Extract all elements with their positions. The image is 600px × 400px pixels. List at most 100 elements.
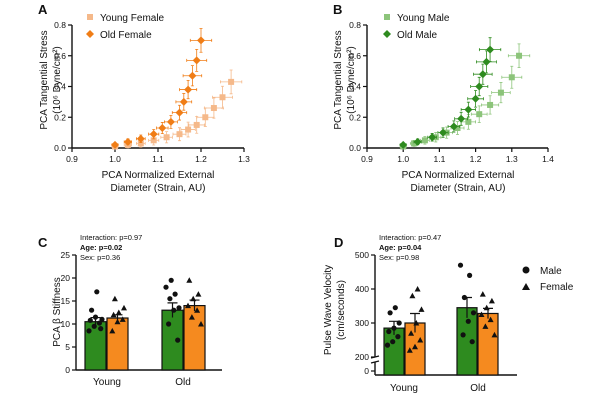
individual-point-female [482, 323, 489, 329]
panel-b-legend: Young Male Old Male [383, 13, 450, 41]
legend-young-male-label: Young Male [397, 13, 450, 24]
data-point-old-female [149, 130, 158, 139]
individual-point-female [188, 314, 195, 320]
panel-a-points [111, 28, 243, 150]
individual-point-male [171, 307, 177, 313]
panel-d-x-label-old: Old [470, 383, 486, 394]
data-point-old-male [478, 70, 487, 79]
c-y-tick-label: 20 [61, 273, 71, 283]
individual-point-male [168, 277, 174, 283]
individual-point-female [488, 297, 495, 304]
panel-a-legend: Young Female Old Female [86, 13, 165, 41]
data-point-old-male [482, 57, 491, 66]
individual-point-male [98, 326, 104, 332]
individual-point-female [111, 295, 118, 302]
data-point-old-female [179, 97, 188, 106]
d-y-tick-label: 500 [355, 250, 369, 260]
data-point-old-male [471, 94, 480, 103]
individual-point-female [186, 277, 193, 283]
individual-point-female [413, 320, 420, 326]
data-point-young-female [219, 94, 226, 101]
individual-point-female [114, 318, 121, 325]
c-y-tick-label: 5 [65, 342, 70, 352]
legend-old-female-label: Old Female [100, 30, 152, 41]
panel-d-bars [383, 262, 499, 376]
panel-b-y-label-2: (10⁶ Dyne/cm²) [346, 46, 357, 113]
individual-point-female [417, 337, 424, 343]
bar-young-female [106, 317, 129, 371]
data-point-young-male [516, 52, 523, 59]
panel-b-points [399, 37, 531, 150]
individual-point-female [119, 316, 126, 322]
data-point-old-male [449, 122, 458, 131]
data-point-young-male [497, 89, 504, 96]
data-point-old-male [428, 133, 437, 142]
individual-point-male [91, 323, 97, 329]
panel-a-y-label-1: PCA Tangential Stress [39, 30, 50, 129]
data-point-old-male [399, 140, 408, 149]
d-y-tick-label: 300 [355, 318, 369, 328]
individual-point-female [478, 311, 485, 317]
panel-d-axis-break-2 [370, 360, 380, 364]
individual-point-male [391, 325, 397, 331]
a-x-tick-label: 1.2 [195, 154, 207, 164]
data-point-young-female [210, 105, 217, 112]
a-y-tick-label: 0.2 [54, 112, 66, 122]
panel-d-stat-interaction: Interaction: p=0.47 [379, 233, 441, 242]
c-y-tick-label: 25 [61, 250, 71, 260]
individual-point-male [163, 284, 169, 290]
bar-old-female [477, 312, 499, 376]
individual-point-male [386, 328, 392, 335]
data-point-old-male [464, 105, 473, 114]
individual-point-female [414, 286, 421, 292]
panel-a-x-label-2: Diameter (Strain, AU) [110, 183, 205, 194]
data-point-old-male [457, 114, 466, 123]
panel-c-y-ticks: 0 5 10 15 20 25 [61, 250, 76, 375]
legend-female-marker [522, 283, 530, 290]
legend-male-marker [522, 266, 530, 274]
individual-point-female [110, 311, 117, 318]
individual-point-male [172, 291, 178, 297]
c-y-tick-label: 10 [61, 319, 71, 329]
legend-old-male-marker [383, 30, 391, 38]
panel-a-x-ticks: 0.9 1.0 1.1 1.2 1.3 [66, 148, 250, 164]
individual-point-female [115, 309, 122, 315]
panel-d-stat-sex: Sex: p=0.98 [379, 253, 419, 262]
data-point-old-female [111, 140, 119, 149]
data-point-young-male [411, 140, 418, 147]
data-point-old-male [413, 137, 422, 146]
individual-point-female [195, 291, 202, 297]
data-point-old-male [486, 45, 495, 54]
data-point-old-female [184, 85, 193, 94]
individual-point-male [86, 328, 92, 334]
c-y-tick-label: 15 [61, 296, 71, 306]
a-y-tick-label: 0.8 [54, 20, 66, 30]
individual-point-male [457, 262, 464, 268]
individual-point-male [396, 320, 402, 326]
individual-point-female [412, 343, 418, 350]
b-x-tick-label: 1.1 [433, 154, 445, 164]
individual-point-male [387, 310, 393, 316]
data-point-young-male [421, 137, 428, 144]
individual-point-male [390, 339, 396, 345]
individual-point-male [392, 305, 398, 311]
individual-point-male [176, 305, 182, 311]
individual-point-male [384, 342, 391, 348]
panel-b-y-ticks: 0.0 0.2 0.4 0.6 0.8 [349, 20, 367, 153]
individual-point-male [94, 289, 100, 295]
individual-point-female [194, 307, 201, 313]
data-point-old-female [136, 134, 145, 143]
individual-point-female [121, 304, 127, 311]
legend-young-male-marker [384, 14, 390, 20]
data-point-old-female [166, 117, 175, 126]
data-point-old-female [123, 137, 132, 146]
individual-point-female [408, 330, 415, 336]
individual-point-male [167, 296, 173, 302]
data-point-young-female [137, 140, 144, 147]
a-y-tick-label: 0.4 [54, 82, 66, 92]
a-x-tick-label: 0.9 [66, 154, 78, 164]
panel-c: C Interaction: p=0.97 Age: p=0.02 Sex: p… [38, 233, 222, 388]
individual-point-female [198, 321, 204, 327]
legend-old-male-label: Old Male [397, 30, 437, 41]
